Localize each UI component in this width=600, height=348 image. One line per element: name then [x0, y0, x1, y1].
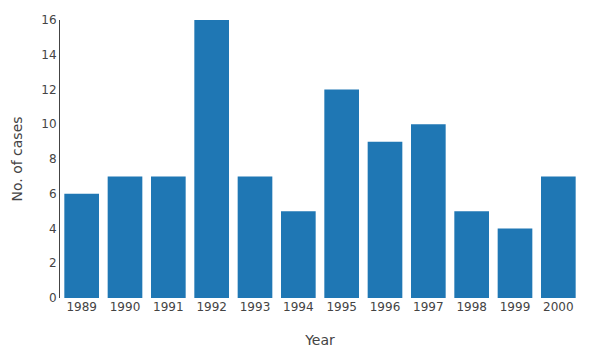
svg-text:1989: 1989: [66, 300, 97, 314]
svg-text:0: 0: [49, 291, 57, 305]
svg-text:1997: 1997: [413, 300, 444, 314]
svg-text:12: 12: [41, 83, 56, 97]
svg-text:1991: 1991: [153, 300, 184, 314]
svg-text:1992: 1992: [196, 300, 227, 314]
svg-text:4: 4: [49, 222, 57, 236]
svg-text:1996: 1996: [370, 300, 401, 314]
svg-text:2: 2: [49, 256, 57, 270]
svg-text:1990: 1990: [110, 300, 141, 314]
svg-text:Year: Year: [304, 332, 335, 348]
svg-text:1995: 1995: [326, 300, 357, 314]
svg-text:1999: 1999: [500, 300, 531, 314]
svg-text:1994: 1994: [283, 300, 314, 314]
svg-text:2000: 2000: [543, 300, 574, 314]
svg-text:8: 8: [49, 152, 57, 166]
svg-text:14: 14: [41, 48, 56, 62]
svg-text:1998: 1998: [456, 300, 487, 314]
svg-text:6: 6: [49, 187, 57, 201]
svg-text:1993: 1993: [240, 300, 271, 314]
svg-text:10: 10: [41, 117, 56, 131]
svg-text:No. of cases: No. of cases: [9, 116, 25, 201]
svg-text:16: 16: [41, 13, 56, 27]
